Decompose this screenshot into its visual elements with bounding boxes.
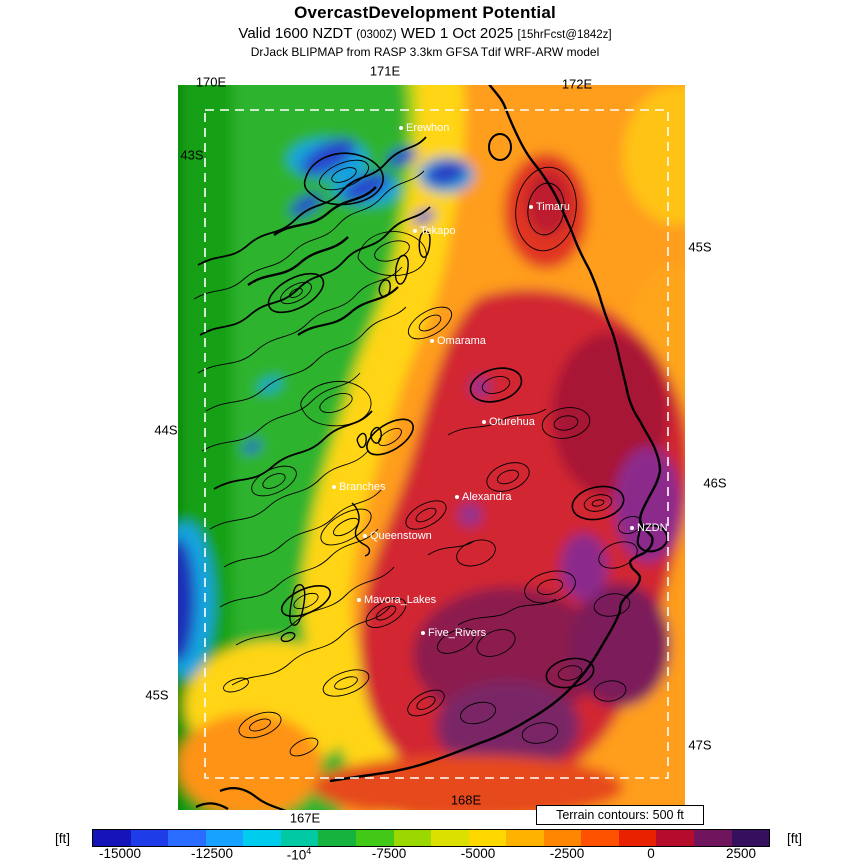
coastline <box>195 85 669 810</box>
colorbar-tick: -104 <box>287 846 312 860</box>
city-dot-icon <box>363 534 367 538</box>
city-label: Erewhon <box>406 122 450 134</box>
city-marker-Queenstown: Queenstown <box>363 530 432 542</box>
city-marker-Branches: Branches <box>332 481 385 493</box>
city-dot-icon <box>630 526 634 530</box>
city-marker-Mavora_Lakes: Mavora_Lakes <box>357 594 436 606</box>
city-label: NZDN <box>637 522 668 534</box>
colorbar-segment <box>543 830 582 846</box>
colorbar-segment <box>130 830 169 846</box>
city-dot-icon <box>399 126 403 130</box>
city-label: Branches <box>339 481 386 493</box>
city-label: Mavora_Lakes <box>364 594 437 606</box>
tick-label: 2500 <box>725 846 757 860</box>
colorbar-segment <box>318 830 356 846</box>
city-dot-icon <box>332 485 336 489</box>
domain-boundary-dashed <box>204 109 669 779</box>
geo-label-45S: 45S <box>688 239 712 255</box>
terrain-map <box>178 85 685 810</box>
colorbar-segment <box>280 830 319 846</box>
tick-label: -10 <box>286 847 307 860</box>
colorbar-segment <box>168 830 206 846</box>
colorbar-unit-left: [ft] <box>55 831 71 846</box>
city-dot-icon <box>455 495 459 499</box>
city-dot-icon <box>430 339 434 343</box>
geo-label-46S: 46S <box>703 475 727 491</box>
city-marker-Tekapo: Tekapo <box>413 225 455 237</box>
tick-label: -5000 <box>460 846 496 860</box>
valid-date: WED 1 Oct 2025 <box>400 25 514 42</box>
tick-label: 0 <box>647 846 655 860</box>
city-marker-Omarama: Omarama <box>430 335 486 347</box>
page-title: OvercastDevelopment Potential <box>294 3 556 22</box>
colorbar-segment <box>393 830 432 846</box>
city-dot-icon <box>482 420 486 424</box>
colorbar-segment <box>93 830 131 846</box>
colorbar-tick: 0 <box>647 846 655 860</box>
forecast-tag: [15hrFcst@1842z] <box>517 29 612 41</box>
city-label: Oturehua <box>489 416 535 428</box>
colorbar-tick: -5000 <box>461 846 496 860</box>
valid-line: Valid 1600 NZDT (0300Z) WED 1 Oct 2025 [… <box>0 25 850 42</box>
colorbar-segment <box>431 830 469 846</box>
tick-label: -7500 <box>371 846 407 860</box>
geo-label-171E: 171E <box>369 63 401 79</box>
city-label: Tekapo <box>420 225 456 237</box>
city-dot-icon <box>413 229 417 233</box>
colorbar-segment <box>581 830 619 846</box>
terrain-contours-note: Terrain contours: 500 ft <box>536 805 704 825</box>
city-label: Omarama <box>437 335 486 347</box>
colorbar-unit-right: [ft] <box>787 831 803 846</box>
colorbar-tick: -2500 <box>550 846 585 860</box>
colorbar-tick: -15000 <box>99 846 141 860</box>
header: OvercastDevelopment Potential Valid 1600… <box>0 3 850 59</box>
city-label: Five_Rivers <box>428 627 487 639</box>
model-line: DrJack BLIPMAP from RASP 3.3km GFSA Tdif… <box>250 45 600 59</box>
tick-label: -15000 <box>98 846 142 860</box>
city-dot-icon <box>357 598 361 602</box>
city-marker-Timaru: Timaru <box>529 201 570 213</box>
colorbar-segment <box>618 830 657 846</box>
city-marker-Erewhon: Erewhon <box>399 122 449 134</box>
map-area: Erewhon Timaru Tekapo Omarama Oturehua Branch… <box>178 85 685 810</box>
colorbar-tick: 2500 <box>726 846 756 860</box>
geo-label-44S: 44S <box>154 422 178 438</box>
city-label: Alexandra <box>462 491 512 503</box>
colorbar-segment <box>468 830 507 846</box>
color-field <box>178 85 685 810</box>
lakes <box>280 230 431 643</box>
tick-exponent: 4 <box>306 846 312 856</box>
city-marker-Oturehua: Oturehua <box>482 416 535 428</box>
city-layer: Erewhon Timaru Tekapo Omarama Oturehua Branch… <box>178 85 685 810</box>
city-dot-icon <box>421 631 425 635</box>
colorbar-segment <box>355 830 394 846</box>
colorbar-tick: -12500 <box>191 846 233 860</box>
colorbar-segment <box>656 830 694 846</box>
colorbar-segment <box>731 830 769 846</box>
city-label: Timaru <box>536 201 570 213</box>
city-dot-icon <box>529 205 533 209</box>
city-marker-Five_Rivers: Five_Rivers <box>421 627 486 639</box>
tick-label: -2500 <box>549 846 585 860</box>
geo-label-45S: 45S <box>145 687 169 703</box>
city-marker-NZDN: NZDN <box>630 522 668 534</box>
geo-label-167E: 167E <box>289 810 321 826</box>
city-label: Queenstown <box>370 530 432 542</box>
valid-prefix: Valid 1600 NZDT <box>238 25 353 42</box>
city-marker-Alexandra: Alexandra <box>455 491 512 503</box>
valid-zulu: (0300Z) <box>356 29 397 41</box>
colorbar-segment <box>205 830 244 846</box>
colorbar-tick: -7500 <box>372 846 407 860</box>
geo-label-47S: 47S <box>688 737 712 753</box>
tick-label: -12500 <box>190 846 234 860</box>
colorbar <box>92 829 770 847</box>
colorbar-segment <box>506 830 544 846</box>
colorbar-segment <box>243 830 281 846</box>
colorbar-segment <box>694 830 732 846</box>
